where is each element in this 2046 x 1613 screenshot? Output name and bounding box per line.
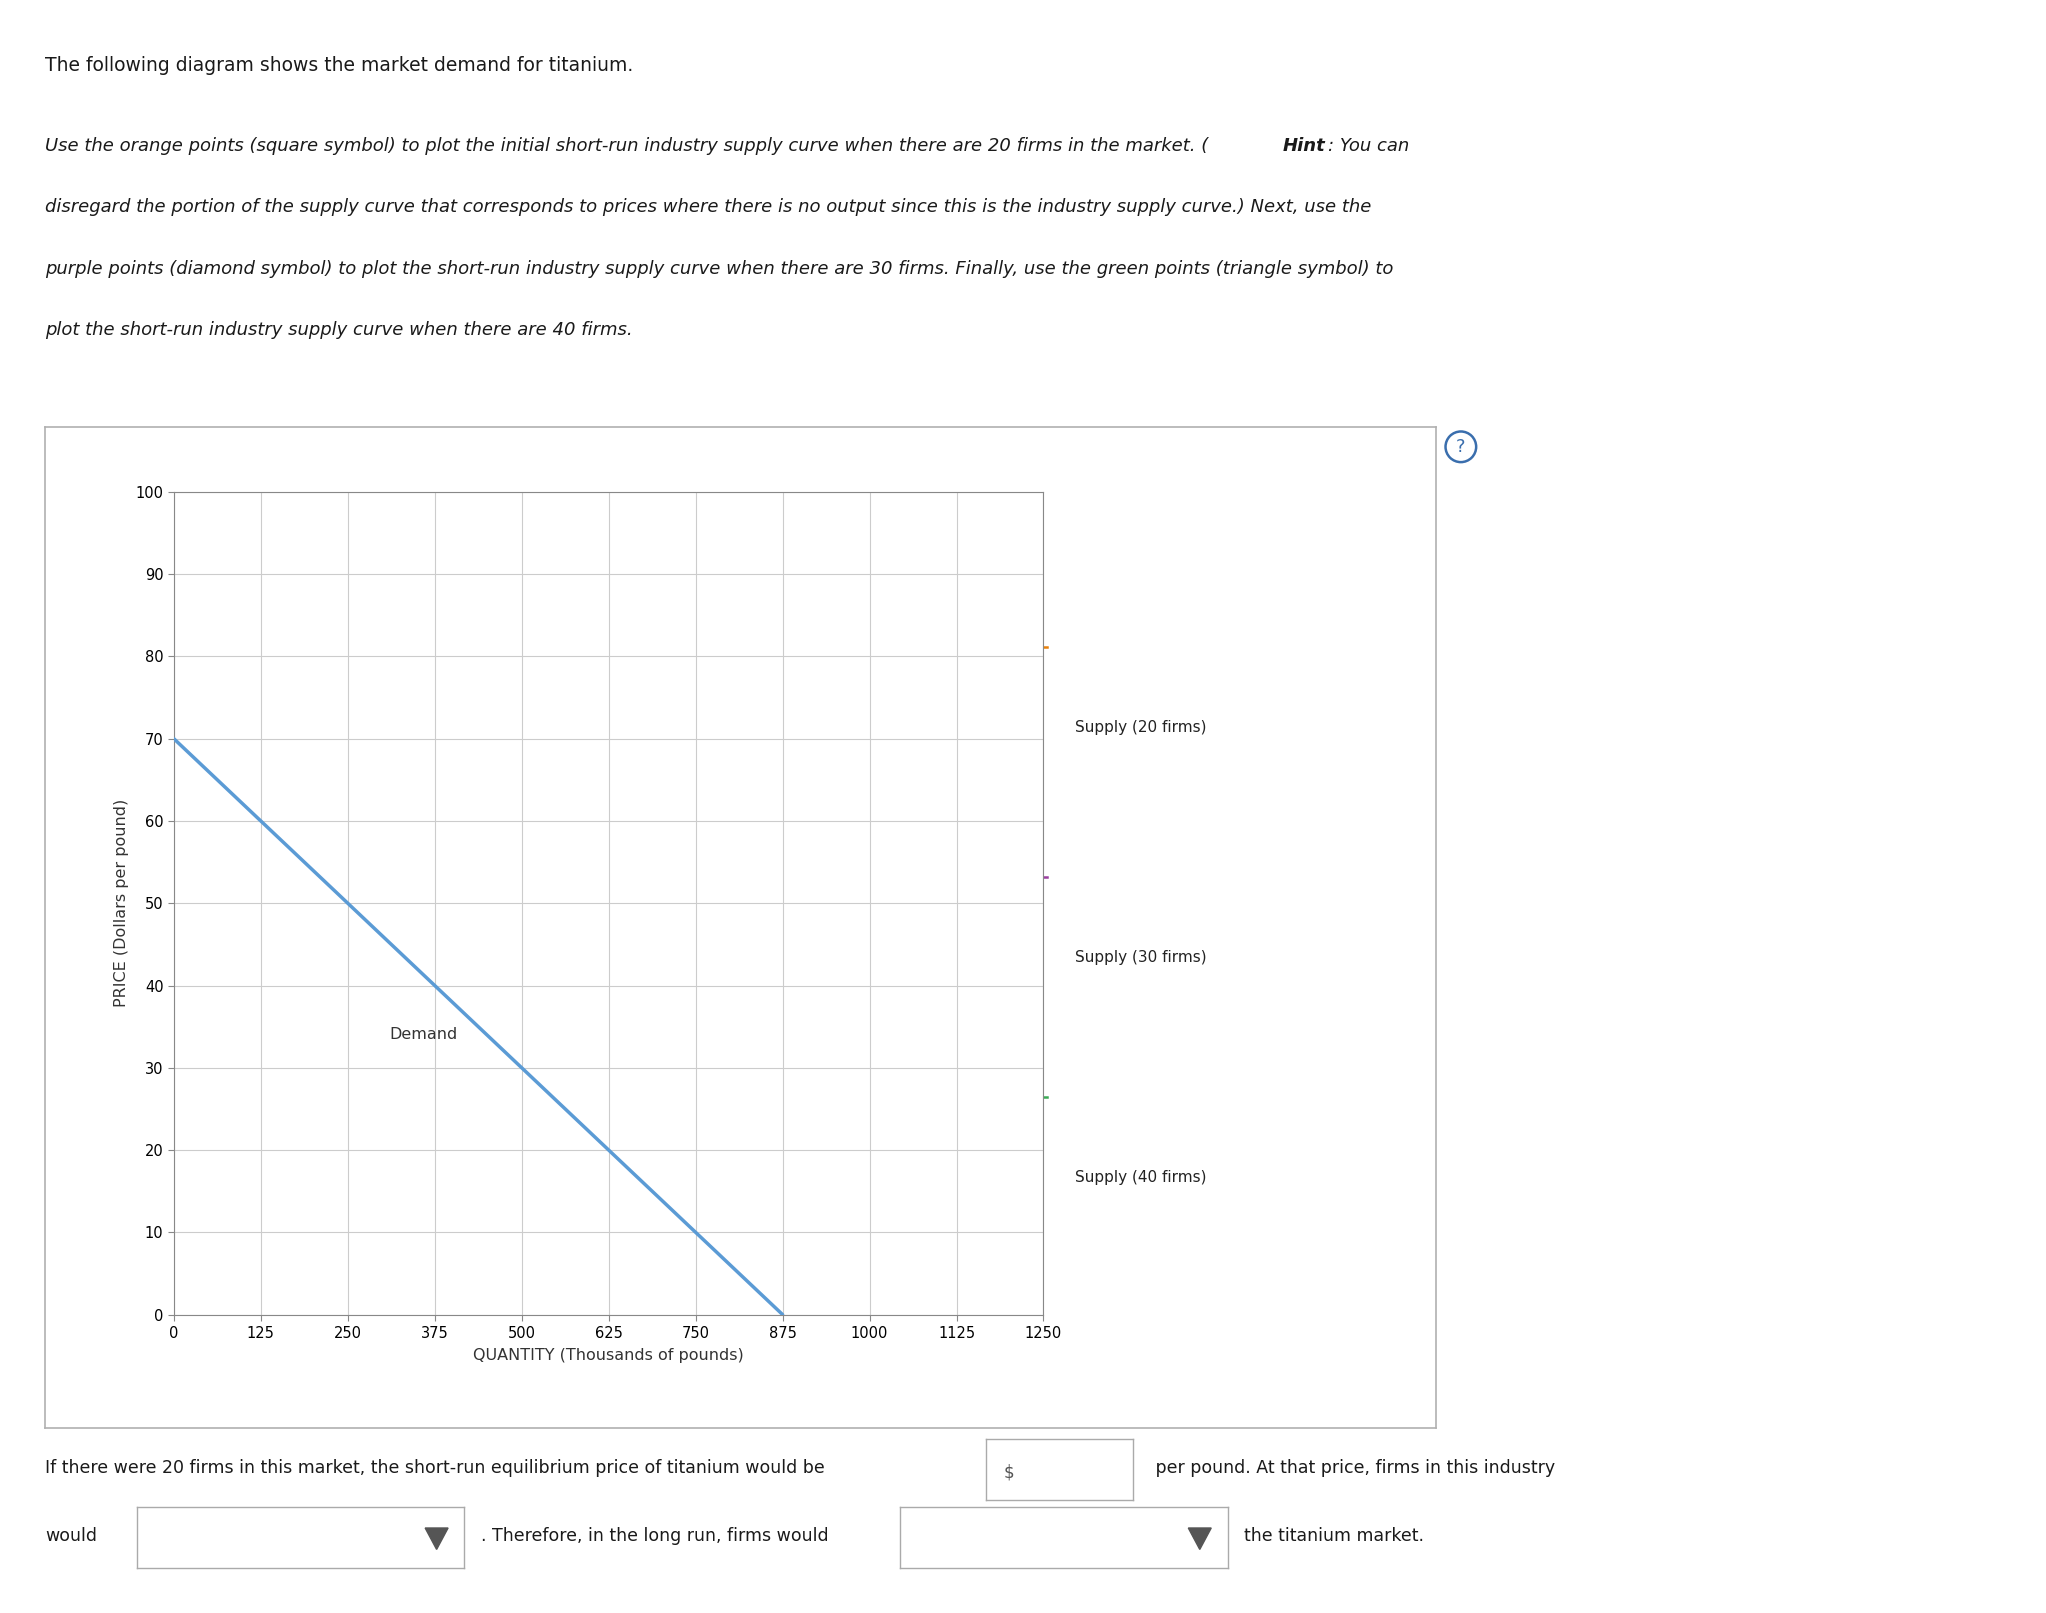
- Text: plot the short-run industry supply curve when there are 40 firms.: plot the short-run industry supply curve…: [45, 321, 632, 339]
- Text: . Therefore, in the long run, firms would: . Therefore, in the long run, firms woul…: [481, 1526, 829, 1545]
- Text: would: would: [45, 1526, 96, 1545]
- Text: disregard the portion of the supply curve that corresponds to prices where there: disregard the portion of the supply curv…: [45, 198, 1371, 216]
- Text: per pound. At that price, firms in this industry: per pound. At that price, firms in this …: [1150, 1458, 1555, 1478]
- Text: Supply (20 firms): Supply (20 firms): [1074, 719, 1205, 736]
- Text: Demand: Demand: [389, 1027, 458, 1042]
- Text: Hint: Hint: [1283, 137, 1326, 155]
- Text: ?: ?: [1457, 437, 1465, 456]
- Text: Supply (30 firms): Supply (30 firms): [1074, 950, 1207, 965]
- Text: The following diagram shows the market demand for titanium.: The following diagram shows the market d…: [45, 56, 634, 76]
- Text: If there were 20 firms in this market, the short-run equilibrium price of titani: If there were 20 firms in this market, t…: [45, 1458, 831, 1478]
- Polygon shape: [426, 1528, 448, 1550]
- Text: purple points (diamond symbol) to plot the short-run industry supply curve when : purple points (diamond symbol) to plot t…: [45, 260, 1393, 277]
- Text: the titanium market.: the titanium market.: [1244, 1526, 1424, 1545]
- Text: : You can: : You can: [1328, 137, 1410, 155]
- Polygon shape: [1189, 1528, 1211, 1550]
- Y-axis label: PRICE (Dollars per pound): PRICE (Dollars per pound): [113, 798, 129, 1008]
- Text: $: $: [1005, 1463, 1015, 1481]
- Text: Use the orange points (square symbol) to plot the initial short-run industry sup: Use the orange points (square symbol) to…: [45, 137, 1209, 155]
- Text: Supply (40 firms): Supply (40 firms): [1074, 1169, 1205, 1186]
- X-axis label: QUANTITY (Thousands of pounds): QUANTITY (Thousands of pounds): [473, 1347, 745, 1363]
